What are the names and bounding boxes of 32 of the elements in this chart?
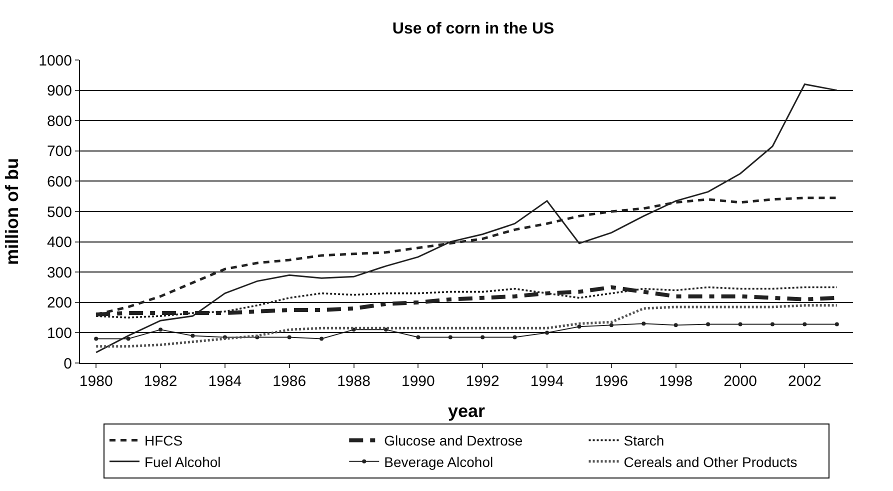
x-tick-label: 1982: [144, 373, 178, 390]
y-tick-label: 1000: [38, 52, 72, 70]
legend-label: Starch: [624, 432, 664, 449]
x-tick-label: 1988: [337, 373, 370, 390]
legend-label: Glucose and Dextrose: [384, 432, 523, 449]
y-tick-label: 800: [46, 112, 72, 130]
x-tick-label: 2000: [724, 373, 757, 390]
y-tick-label: 300: [46, 264, 72, 282]
x-tick-label: 1994: [530, 373, 564, 390]
y-tick-label: 600: [46, 173, 72, 190]
y-tick-label: 0: [64, 355, 72, 372]
y-tick-label: 200: [46, 294, 72, 312]
x-tick-label: 1984: [208, 373, 242, 390]
y-tick-label: 400: [46, 234, 72, 252]
legend-label: Beverage Alcohol: [384, 454, 494, 470]
x-tick-label: 1980: [79, 373, 113, 390]
legend-label: Fuel Alcohol: [144, 454, 221, 470]
x-tick-label: 1992: [466, 373, 500, 390]
y-tick-label: 900: [46, 82, 72, 100]
y-tick-label: 700: [46, 143, 72, 160]
y-axis-title: million of bu: [2, 158, 22, 265]
x-tick-label: 1996: [594, 373, 628, 390]
x-axis-title: year: [448, 401, 486, 422]
y-tick-label: 100: [46, 324, 72, 342]
legend-label: HFCS: [144, 432, 183, 449]
x-tick-label: 2002: [788, 373, 822, 390]
x-tick-label: 1990: [402, 373, 435, 390]
x-tick-label: 1998: [659, 373, 693, 390]
legend-label: Cereals and Other Products: [624, 454, 798, 470]
y-tick-label: 500: [46, 204, 72, 221]
x-tick-label: 1986: [272, 373, 306, 390]
chart-title: Use of corn in the US: [392, 20, 555, 38]
